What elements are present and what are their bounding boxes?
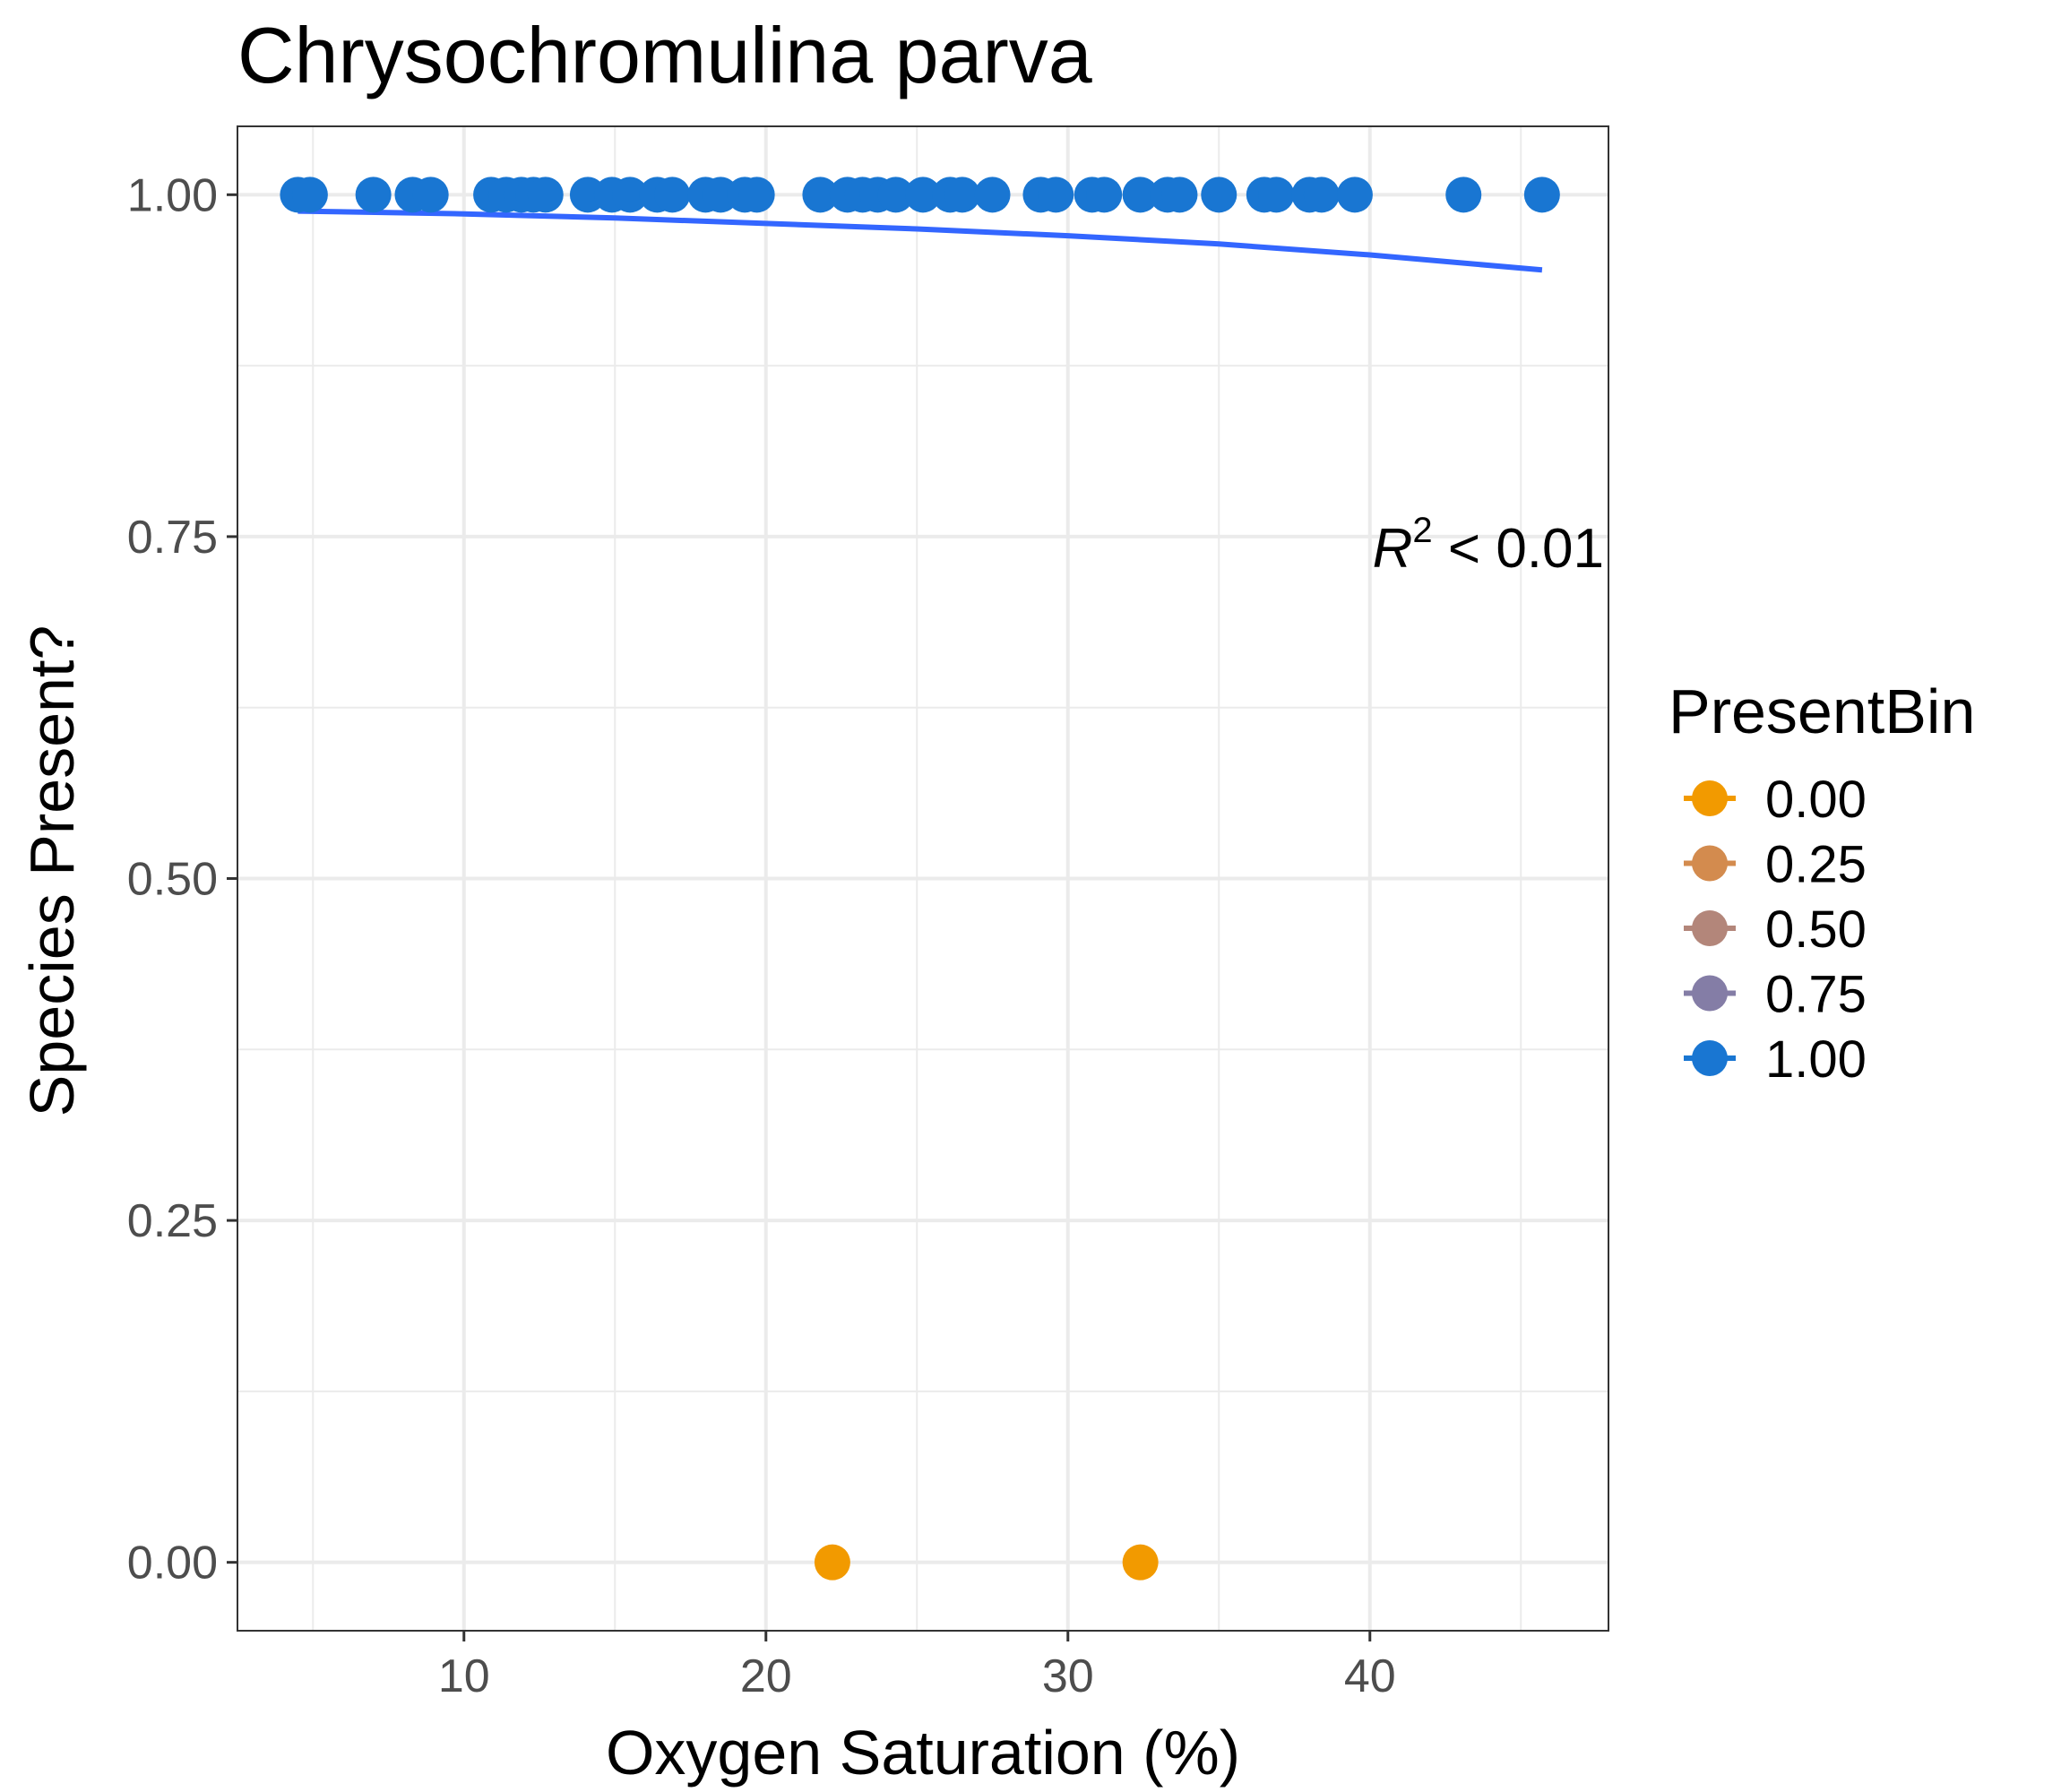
- x-axis-ticks: 10 20 30 40: [438, 1631, 1396, 1702]
- data-points: [280, 177, 1560, 1581]
- data-point-present: [291, 177, 328, 213]
- data-point-absent: [814, 1544, 850, 1581]
- x-tick-label: 20: [740, 1650, 792, 1702]
- legend-label: 0.25: [1765, 836, 1867, 894]
- data-point-present: [905, 177, 941, 213]
- legend-label: 1.00: [1765, 1030, 1867, 1089]
- chart-title: Chrysochromulina parva: [237, 11, 1092, 99]
- x-tick-label: 30: [1042, 1650, 1094, 1702]
- data-point-present: [1336, 177, 1373, 213]
- y-tick-label: 0.25: [127, 1195, 218, 1247]
- data-point-present: [1303, 177, 1340, 213]
- legend-item: 0.50: [1684, 900, 1867, 959]
- legend-item: 0.25: [1684, 836, 1867, 894]
- legend: PresentBin 0.00 0.25 0.50 0.75 1.00: [1669, 676, 1975, 1089]
- data-point-present: [355, 177, 392, 213]
- legend-label: 0.50: [1765, 900, 1867, 959]
- data-point-present: [1122, 177, 1159, 213]
- y-tick-label: 1.00: [127, 169, 218, 221]
- data-point-present: [1201, 177, 1237, 213]
- legend-label: 0.00: [1765, 771, 1867, 829]
- r-squared-annotation: R2 < 0.01: [1373, 511, 1604, 580]
- data-point-present: [738, 177, 775, 213]
- x-axis-title: Oxygen Saturation (%): [606, 1718, 1240, 1788]
- data-point-present: [612, 177, 649, 213]
- r-exponent: 2: [1412, 511, 1432, 550]
- legend-key-point: [1692, 910, 1728, 946]
- annotation-rest: < 0.01: [1433, 518, 1604, 580]
- y-tick-label: 0.50: [127, 854, 218, 906]
- legend-key-point: [1692, 845, 1728, 882]
- data-point-present: [527, 177, 564, 213]
- data-point-present: [1161, 177, 1198, 213]
- data-point-present: [944, 177, 980, 213]
- data-point-present: [412, 177, 449, 213]
- legend-key-point: [1692, 780, 1728, 816]
- data-point-absent: [1122, 1544, 1159, 1581]
- legend-item: 0.00: [1684, 771, 1867, 829]
- legend-item: 0.75: [1684, 966, 1867, 1024]
- legend-title: PresentBin: [1669, 676, 1975, 746]
- legend-key-point: [1692, 1040, 1728, 1076]
- data-point-present: [1086, 177, 1123, 213]
- data-point-present: [1038, 177, 1074, 213]
- fit-line: [298, 208, 1543, 273]
- y-tick-label: 0.75: [127, 512, 218, 564]
- y-axis-ticks: 0.00 0.25 0.50 0.75 1.00: [127, 169, 237, 1590]
- y-tick-label: 0.00: [127, 1538, 218, 1590]
- data-point-present: [654, 177, 691, 213]
- legend-key-point: [1692, 975, 1728, 1012]
- major-gridlines: [237, 126, 1608, 1631]
- r-symbol: R: [1373, 518, 1413, 580]
- legend-label: 0.75: [1765, 966, 1867, 1024]
- data-point-present: [877, 177, 914, 213]
- data-point-present: [1523, 177, 1560, 213]
- y-axis-title: Species Present?: [17, 625, 87, 1117]
- x-tick-label: 10: [438, 1650, 490, 1702]
- legend-item: 1.00: [1684, 1030, 1867, 1089]
- data-point-present: [1445, 177, 1482, 213]
- data-point-present: [974, 177, 1011, 213]
- fit-line-group: [298, 208, 1543, 273]
- data-point-present: [1258, 177, 1295, 213]
- data-point-present: [802, 177, 839, 213]
- x-tick-label: 40: [1344, 1650, 1396, 1702]
